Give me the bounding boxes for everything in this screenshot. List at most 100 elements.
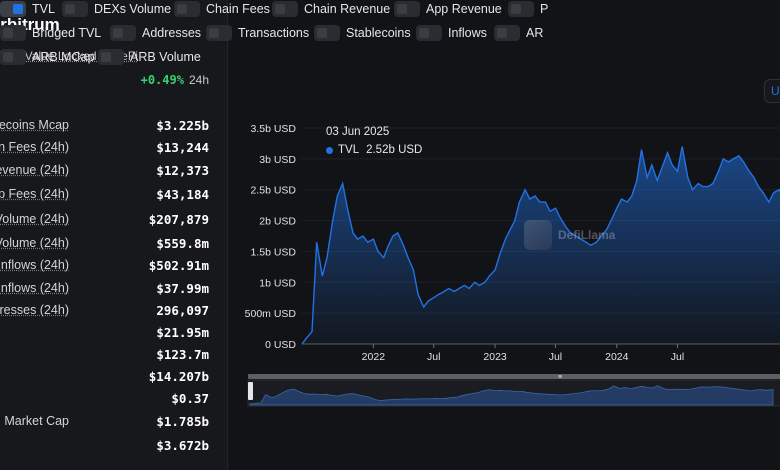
stat-row: $14.207b: [0, 369, 209, 389]
toggle-switch-icon[interactable]: [206, 25, 232, 41]
y-tick-label: 1b USD: [259, 277, 296, 289]
denomination-button[interactable]: U: [764, 79, 780, 103]
toggle-switch-icon[interactable]: [98, 49, 124, 65]
toggle-switch-icon[interactable]: [314, 25, 340, 41]
toggle-label: Stablecoins: [346, 26, 411, 40]
toggle-switch-icon[interactable]: [416, 25, 442, 41]
toggle-label: ARB MCap: [32, 50, 95, 64]
toggle-knob-icon: [3, 28, 13, 38]
toggle-switch-icon[interactable]: [62, 1, 88, 17]
toggle-addresses[interactable]: Addresses: [110, 24, 201, 42]
x-tick-label: 2023: [483, 351, 507, 363]
toggle-tvl[interactable]: TVL: [0, 0, 55, 18]
tvl-line[interactable]: [301, 146, 780, 345]
toggle-knob-icon: [65, 4, 75, 14]
toggle-label: Chain Fees: [206, 2, 270, 16]
range-handle-left[interactable]: [248, 382, 253, 400]
stat-label[interactable]: Inflows (24h): [0, 281, 69, 295]
stat-row: App Fees (24h) $43,184: [0, 187, 209, 207]
toggle-switch-icon[interactable]: [0, 49, 26, 65]
toggle-arb-mcap[interactable]: ARB MCap: [0, 48, 95, 66]
toggle-app-revenue[interactable]: App Revenue: [394, 0, 502, 18]
x-tick-label: Jul: [671, 351, 684, 363]
toggle-label: AR: [526, 26, 544, 40]
defillama-logo-icon: [524, 220, 552, 250]
watermark-text: DefiLlama: [558, 228, 616, 242]
toggle-knob-icon: [275, 4, 285, 14]
y-tick-label: 3.5b USD: [250, 123, 296, 135]
x-tick-label: 2024: [605, 351, 629, 363]
toggle-stablecoins[interactable]: Stablecoins: [314, 24, 411, 42]
stat-value: $207,879: [148, 212, 209, 227]
toggle-switch-icon[interactable]: [0, 25, 26, 41]
stat-row: Chain Fees (24h) $13,244: [0, 140, 209, 160]
toggle-knob-icon: [13, 4, 23, 14]
toggle-label: Inflows: [448, 26, 487, 40]
x-tick-label: 2022: [362, 351, 386, 363]
stat-value: $3.672b: [156, 438, 209, 453]
stat-label[interactable]: App Fees (24h): [0, 187, 69, 201]
stat-row: Stablecoins Mcap $3.225b: [0, 118, 209, 138]
toggle-dexs-volume[interactable]: DEXs Volume: [62, 0, 171, 18]
toggle-switch-icon[interactable]: [0, 1, 26, 17]
stat-row: $21.95m: [0, 325, 209, 345]
toggle-knob-icon: [101, 52, 111, 62]
chain-overview-panel: Arbitrum Total Value Locked in DeFi +0.4…: [0, 0, 228, 470]
toggle-switch-icon[interactable]: [508, 1, 534, 17]
stat-label[interactable]: Inflows (24h): [0, 258, 69, 272]
toggle-inflows[interactable]: Inflows: [416, 24, 487, 42]
toggle-transactions[interactable]: Transactions: [206, 24, 309, 42]
stat-label[interactable]: Stablecoins Mcap: [0, 118, 69, 132]
toggle-knob-icon: [317, 28, 327, 38]
stat-label[interactable]: Chain Revenue (24h): [0, 163, 69, 177]
toggle-bridged-tvl[interactable]: Bridged TVL: [0, 24, 101, 42]
toggle-knob-icon: [113, 28, 123, 38]
tvl-area: [302, 146, 780, 344]
toggle-ar[interactable]: AR: [494, 24, 543, 42]
toggle-switch-icon[interactable]: [174, 1, 200, 17]
toggle-switch-icon[interactable]: [110, 25, 136, 41]
tooltip-date: 03 Jun 2025: [326, 126, 390, 138]
stat-row: $3.672b: [0, 438, 209, 458]
stat-value: $3.225b: [156, 118, 209, 133]
defillama-watermark: DefiLlama: [524, 220, 615, 250]
stat-value: $37.99m: [156, 281, 209, 296]
tooltip-series-dot-icon: [326, 146, 333, 154]
toggle-label: Chain Revenue: [304, 2, 391, 16]
stat-row: Perps Volume (24h) $559.8m: [0, 236, 209, 256]
toggle-switch-icon[interactable]: [272, 1, 298, 17]
stat-value: $502.91m: [148, 258, 209, 273]
toggle-chain-fees[interactable]: Chain Fees: [174, 0, 270, 18]
stat-value: $13,244: [156, 140, 209, 155]
toggle-knob-icon: [419, 28, 429, 38]
range-slider-bar[interactable]: [248, 374, 780, 379]
stat-label[interactable]: DEXs Volume (24h): [0, 212, 69, 226]
stat-row: DEXs Volume (24h) $207,879: [0, 212, 209, 232]
range-grip-icon[interactable]: ≡: [558, 374, 562, 381]
stat-label[interactable]: Chain Fees (24h): [0, 140, 69, 154]
toggle-label: Addresses: [142, 26, 202, 40]
stat-row: Inflows (24h) $37.99m: [0, 281, 209, 301]
tvl-chart[interactable]: 0 USD 500m USD 1b USD 1.5b USD 2b USD 2.5b US…: [232, 110, 780, 410]
range-overview-series: [249, 385, 774, 406]
x-tick-label: Jul: [427, 351, 440, 363]
toggle-arb-volume[interactable]: ARB Volume: [98, 48, 201, 66]
y-tick-label: 2.5b USD: [250, 185, 296, 197]
stat-value: $123.7m: [156, 347, 209, 362]
stat-row: Inflows (24h) $502.91m: [0, 258, 209, 278]
stat-value: $43,184: [156, 187, 209, 202]
stat-row: Active Addresses (24h) 296,097: [0, 303, 209, 323]
stat-label[interactable]: Active Addresses (24h): [0, 303, 69, 317]
stat-label[interactable]: Perps Volume (24h): [0, 236, 69, 250]
toggle-switch-icon[interactable]: [494, 25, 520, 41]
tvl-change-period: 24h: [188, 73, 209, 87]
stat-value: $21.95m: [156, 325, 209, 340]
toggle-p[interactable]: P: [508, 0, 548, 18]
toggle-switch-icon[interactable]: [394, 1, 420, 17]
tooltip-entry: TVL 2.52b USD: [326, 144, 422, 156]
toggle-knob-icon: [497, 28, 507, 38]
toggle-label: TVL: [32, 2, 55, 16]
y-tick-label: 1.5b USD: [250, 246, 296, 258]
toggle-chain-revenue[interactable]: Chain Revenue: [272, 0, 390, 18]
tvl-change-24h: +0.49% 24h: [141, 73, 209, 87]
